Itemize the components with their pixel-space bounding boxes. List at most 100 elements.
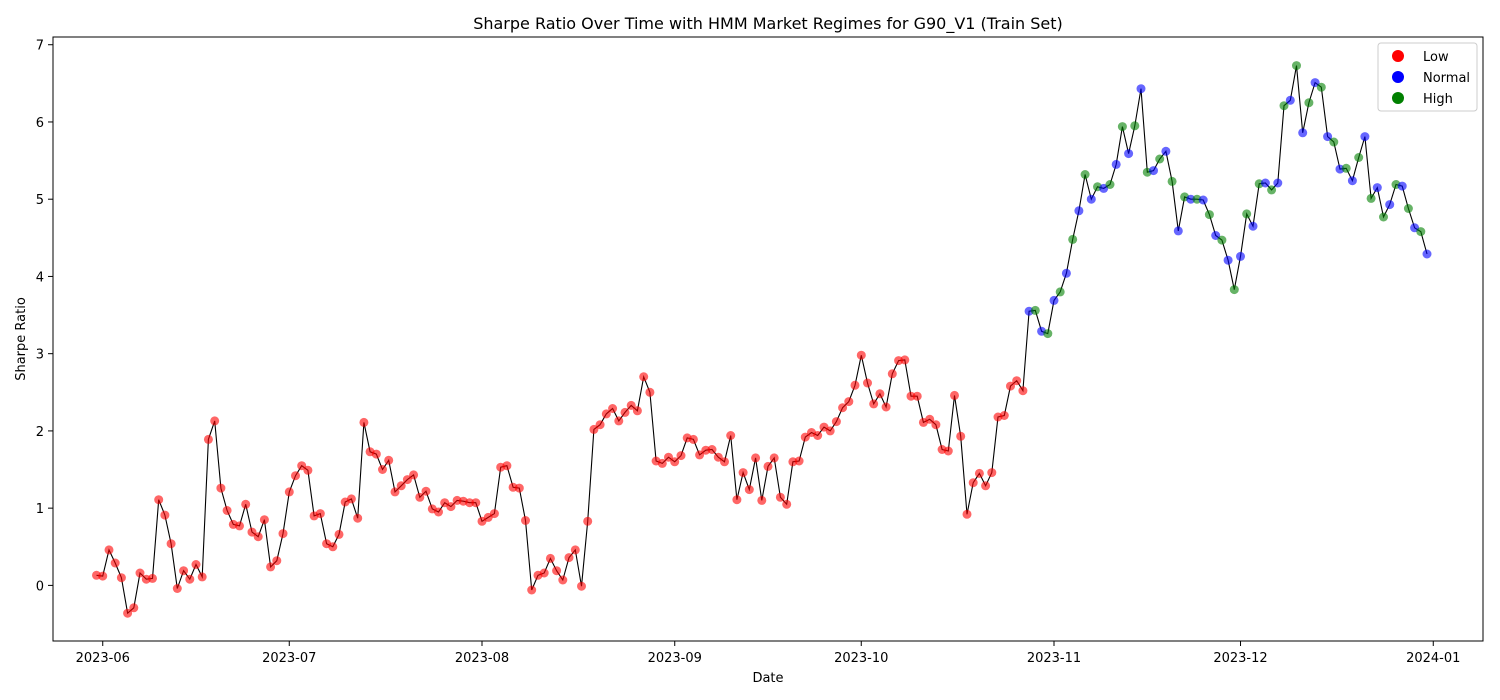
data-point-low: [172, 584, 182, 593]
data-point-low: [235, 521, 244, 531]
data-point-low: [390, 487, 400, 497]
data-point-low: [999, 411, 1009, 420]
data-point-normal: [1198, 195, 1208, 205]
data-point-low: [950, 390, 959, 400]
data-point-normal: [1173, 226, 1183, 236]
data-point-low: [831, 417, 841, 427]
data-point-low: [247, 527, 257, 537]
data-point-low: [645, 387, 655, 397]
data-point-low: [185, 574, 195, 584]
data-point-normal: [1347, 176, 1357, 186]
data-point-low: [284, 487, 294, 497]
data-point-normal: [1161, 146, 1171, 156]
data-point-low: [471, 498, 481, 508]
data-point-low: [900, 355, 910, 365]
data-point-normal: [1124, 149, 1134, 159]
data-point-low: [434, 507, 443, 517]
data-point-low: [726, 431, 736, 440]
data-point-low: [446, 502, 456, 512]
y-tick-label: 5: [36, 193, 44, 208]
data-point-low: [943, 446, 953, 456]
chart-title: Sharpe Ratio Over Time with HMM Market R…: [473, 14, 1063, 34]
data-point-low: [875, 389, 885, 399]
data-point-low: [415, 492, 425, 502]
data-point-low: [489, 509, 499, 519]
data-point-low: [577, 581, 586, 591]
data-point-normal: [1298, 128, 1308, 138]
data-point-low: [539, 568, 549, 578]
data-point-low: [732, 495, 742, 505]
data-point-low: [104, 545, 114, 555]
y-tick-label: 1: [36, 502, 44, 517]
data-point-low: [620, 407, 630, 417]
plot-area-frame: [52, 36, 1484, 642]
data-point-low: [98, 571, 108, 581]
data-point-low: [956, 431, 966, 441]
data-point-low: [552, 566, 562, 576]
data-point-low: [775, 492, 785, 502]
x-tick-label: 2023-09: [648, 651, 702, 666]
data-point-low: [272, 556, 282, 566]
data-point-high: [1341, 163, 1351, 173]
data-point-low: [179, 566, 189, 576]
data-point-low: [794, 456, 804, 466]
data-point-low: [670, 457, 680, 467]
data-point-low: [757, 495, 767, 505]
y-tick-label: 6: [36, 116, 44, 131]
legend-box: [1377, 42, 1478, 112]
data-point-low: [191, 560, 201, 569]
data-point-high: [1105, 180, 1115, 189]
data-point-low: [291, 471, 300, 481]
data-point-normal: [1397, 181, 1407, 191]
data-point-high: [1229, 285, 1239, 295]
data-point-low: [148, 573, 157, 583]
legend-marker-normal: [1392, 71, 1404, 83]
data-point-low: [925, 414, 935, 424]
data-point-low: [545, 553, 555, 563]
data-point-low: [763, 461, 773, 471]
data-point-low: [850, 380, 860, 390]
data-point-low: [384, 455, 394, 465]
data-point-normal: [1111, 159, 1121, 169]
data-point-low: [1018, 386, 1028, 396]
data-point-low: [409, 470, 419, 480]
data-point-high: [1080, 170, 1090, 179]
data-point-high: [1055, 287, 1065, 297]
data-point-low: [626, 400, 636, 410]
data-point-low: [297, 461, 307, 471]
data-point-low: [869, 399, 879, 409]
data-point-low: [657, 458, 667, 468]
y-tick-label: 2: [36, 425, 44, 440]
data-point-high: [1279, 101, 1289, 111]
data-point-high: [1403, 204, 1413, 213]
data-point-low: [315, 509, 325, 519]
data-point-low: [129, 603, 139, 613]
data-point-low: [931, 420, 941, 430]
data-point-low: [688, 434, 698, 444]
data-point-low: [564, 553, 574, 563]
data-point-low: [278, 529, 288, 539]
data-point-low: [514, 483, 524, 493]
data-point-normal: [1061, 268, 1071, 278]
data-point-normal: [1273, 178, 1283, 188]
data-point-low: [769, 453, 779, 463]
data-point-low: [110, 558, 120, 568]
data-point-normal: [1422, 249, 1432, 259]
data-point-low: [987, 468, 997, 478]
x-tick-label: 2023-08: [455, 651, 509, 666]
data-point-high: [1167, 176, 1177, 186]
data-point-high: [1130, 121, 1140, 131]
data-point-low: [720, 457, 729, 467]
data-point-low: [887, 369, 897, 379]
data-point-normal: [1049, 295, 1059, 305]
data-point-low: [558, 575, 568, 585]
data-point-low: [521, 516, 530, 525]
data-point-low: [421, 486, 431, 496]
data-point-low: [371, 449, 381, 459]
data-point-normal: [1136, 84, 1146, 94]
data-point-normal: [1260, 178, 1270, 188]
data-point-low: [664, 452, 673, 462]
data-point-high: [1354, 153, 1364, 162]
x-tick-label: 2023-06: [76, 651, 130, 666]
data-point-high: [1217, 235, 1227, 245]
